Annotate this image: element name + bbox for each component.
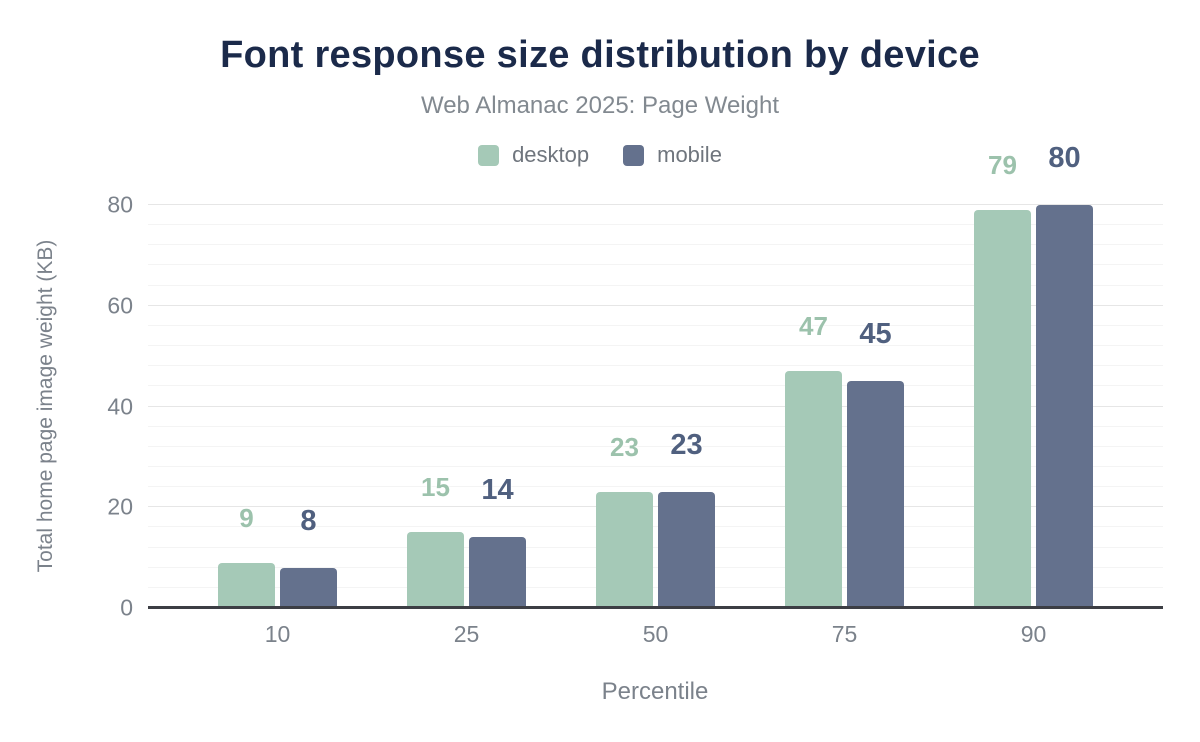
- chart-subtitle: Web Almanac 2025: Page Weight: [420, 92, 779, 119]
- bar-pair: 79 80: [974, 144, 1093, 608]
- legend-item-mobile[interactable]: mobile: [623, 142, 722, 168]
- y-axis-title: Total home page image weight (KB): [34, 239, 57, 573]
- bar-groups: 9 8 10 15 14 25 23 23 50 47 45 75 79 80 90: [148, 144, 1163, 647]
- gridline: [148, 284, 1163, 286]
- bar-wrap: 79: [974, 152, 1031, 608]
- bar-group-p25: 15 14 25: [372, 205, 561, 647]
- bar-mobile-p90[interactable]: [1036, 205, 1093, 608]
- gridline: [148, 264, 1163, 266]
- bar-pair: 15 14: [407, 474, 526, 608]
- bar-value-label: 47: [799, 311, 828, 342]
- bar-group-p10: 9 8 10: [183, 205, 372, 647]
- y-tick-label: 40: [107, 393, 133, 419]
- mobile-swatch-icon: [623, 144, 645, 166]
- gridline: [148, 385, 1163, 387]
- gridline: [148, 445, 1163, 447]
- y-tick-label: 20: [107, 493, 133, 520]
- desktop-swatch-icon: [478, 144, 500, 166]
- gridline: [148, 224, 1163, 226]
- gridline: [148, 486, 1163, 488]
- bar-desktop-p10[interactable]: [218, 562, 275, 608]
- bar-value-label: 9: [239, 502, 254, 533]
- bar-group-p75: 47 45 75: [750, 205, 939, 647]
- gridline: [148, 526, 1163, 528]
- x-tick-label: 50: [642, 621, 669, 647]
- bar-value-label: 45: [859, 318, 892, 351]
- gridline: [148, 365, 1163, 367]
- x-axis-line: [148, 606, 1163, 609]
- gridline: [148, 465, 1163, 467]
- gridline: [148, 586, 1163, 588]
- bar-value-label: 15: [421, 472, 450, 503]
- gridline: [148, 324, 1163, 326]
- chart-title: Font response size distribution by devic…: [220, 34, 980, 76]
- bar-mobile-p50[interactable]: [658, 492, 715, 608]
- y-tick-label: 80: [107, 191, 133, 218]
- bar-value-label: 79: [988, 150, 1017, 181]
- bar-mobile-p25[interactable]: [469, 537, 526, 608]
- bar-wrap: 15: [407, 474, 464, 608]
- gridline: [148, 345, 1163, 347]
- bar-desktop-p75[interactable]: [785, 371, 842, 608]
- bar-mobile-p75[interactable]: [847, 381, 904, 608]
- bar-wrap: 80: [1036, 144, 1093, 608]
- x-axis-title: Percentile: [601, 678, 709, 705]
- bar-wrap: 8: [280, 506, 337, 608]
- gridline: [148, 425, 1163, 427]
- bar-wrap: 23: [658, 431, 715, 608]
- bar-value-label: 80: [1048, 142, 1081, 174]
- gridline: [148, 546, 1163, 548]
- bar-value-label: 23: [610, 432, 639, 463]
- gridline: [148, 566, 1163, 568]
- bar-group-p50: 23 23 50: [561, 205, 750, 647]
- bar-wrap: 23: [596, 434, 653, 608]
- bar-desktop-p25[interactable]: [407, 532, 464, 608]
- y-tick-label: 60: [107, 292, 133, 319]
- gridline: [148, 244, 1163, 246]
- bar-desktop-p90[interactable]: [974, 210, 1031, 608]
- bar-pair: 23 23: [596, 431, 715, 608]
- bar-mobile-p10[interactable]: [280, 567, 337, 608]
- gridline: [148, 506, 1163, 508]
- legend-label-desktop: desktop: [512, 142, 590, 167]
- plot-area: 0 20 40 60 80 9 8 10 15 14 25 23 23 50 47 45 75 79 80 90: [107, 144, 1163, 647]
- bar-wrap: 45: [847, 320, 904, 608]
- bar-wrap: 47: [785, 313, 842, 608]
- bar-wrap: 14: [469, 476, 526, 608]
- legend: desktop mobile: [0, 142, 1200, 168]
- bar-wrap: 9: [218, 505, 275, 608]
- legend-item-desktop[interactable]: desktop: [478, 142, 589, 168]
- gridline: [148, 405, 1163, 407]
- x-tick-label: 25: [453, 621, 480, 647]
- y-tick-label: 0: [120, 594, 133, 621]
- gridline: [148, 304, 1163, 306]
- gridline: [148, 204, 1163, 205]
- legend-label-mobile: mobile: [657, 142, 722, 167]
- x-tick-label: 10: [264, 621, 291, 647]
- bar-desktop-p50[interactable]: [596, 492, 653, 608]
- bar-value-label: 8: [300, 504, 317, 537]
- bar-value-label: 14: [481, 474, 514, 507]
- x-tick-label: 90: [1020, 621, 1047, 647]
- bar-value-label: 23: [670, 429, 703, 462]
- bar-group-p90: 79 80 90: [939, 144, 1128, 647]
- x-tick-label: 75: [831, 621, 858, 647]
- bar-pair: 47 45: [785, 313, 904, 608]
